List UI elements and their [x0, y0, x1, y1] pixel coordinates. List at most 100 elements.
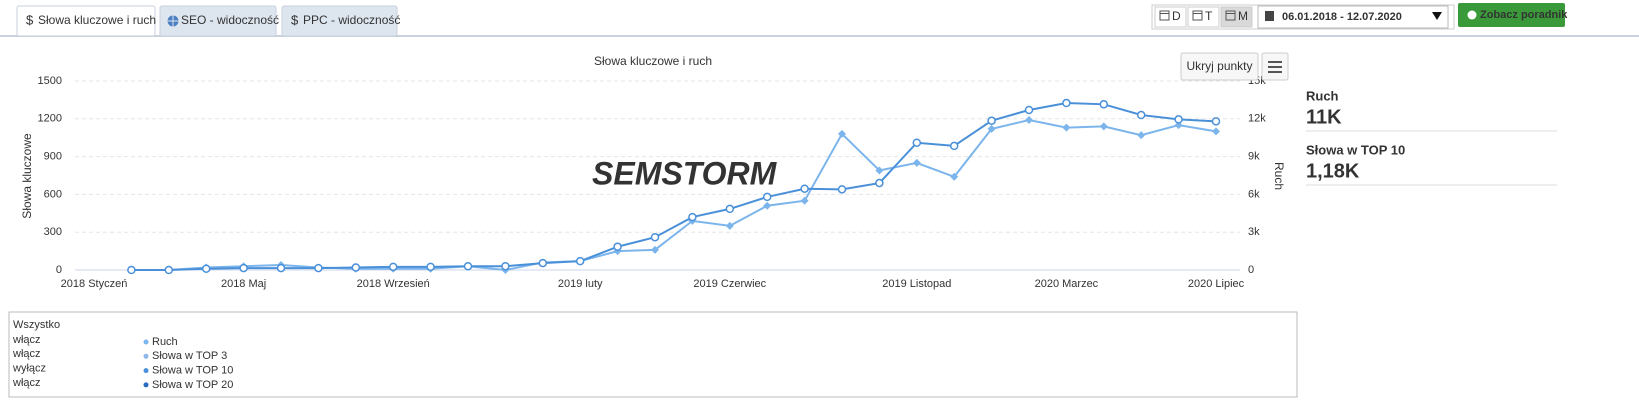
legend-dot [143, 339, 149, 345]
point-marker [1174, 115, 1183, 124]
point-marker [1099, 100, 1109, 109]
legend-toggle[interactable]: włącz [12, 334, 41, 346]
period-button[interactable] [1154, 6, 1187, 28]
y-tick-label: 1200 [38, 113, 62, 125]
legend-panel [8, 311, 1298, 398]
point-marker [426, 262, 435, 272]
legend-item[interactable]: Słowa w TOP 10 [152, 365, 233, 377]
point-marker [987, 116, 996, 125]
calendar-icon [1192, 10, 1203, 21]
point-marker [1099, 122, 1108, 131]
dropdown-arrow [1432, 12, 1442, 20]
legend-item[interactable]: Ruch [152, 336, 178, 348]
point-marker [688, 212, 697, 222]
point-marker [762, 192, 772, 202]
calendar-icon [1265, 11, 1274, 21]
point-marker [837, 185, 847, 194]
point-marker [912, 158, 921, 167]
point-marker [201, 264, 211, 273]
point-marker [838, 129, 846, 138]
calendar-icon [1159, 10, 1170, 21]
point-marker [314, 263, 323, 273]
globe-lines [167, 15, 179, 27]
point-marker [987, 124, 996, 133]
date-range-select[interactable] [1257, 5, 1449, 29]
legend-toggle[interactable]: włącz [12, 377, 41, 389]
period-button[interactable] [1187, 6, 1220, 28]
period-label: D [1172, 9, 1181, 23]
legend-toggle[interactable]: włącz [12, 348, 41, 360]
guide-icon [1467, 10, 1477, 20]
point-marker [127, 265, 136, 275]
point-marker [463, 261, 473, 271]
point-marker [388, 262, 398, 272]
hide-points-button[interactable] [1180, 52, 1259, 81]
point-marker [1136, 110, 1146, 120]
point-marker [538, 258, 548, 268]
point-marker [912, 138, 922, 147]
watermark: SEMSTORM [592, 155, 778, 191]
legend-all[interactable]: Wszystko [13, 319, 60, 331]
point-marker [800, 184, 809, 193]
point-marker [1062, 123, 1071, 132]
y-axis-title: Słowa kluczowe [20, 133, 34, 219]
y2-tick-label: 6k [1248, 188, 1260, 200]
point-marker [950, 172, 959, 181]
x-tick-label: 2020 Lipiec [1188, 278, 1245, 290]
x-tick-label: 2018 Styczeń [61, 278, 128, 290]
guide-button-label: Zobacz poradnik [1480, 9, 1568, 21]
series-line [131, 102, 1217, 271]
tab[interactable] [159, 5, 277, 37]
point-marker [875, 166, 884, 175]
point-marker [501, 261, 510, 271]
point-marker [1137, 131, 1146, 140]
y2-axis-title: Ruch [1272, 162, 1286, 190]
tab-label: PPC - widoczność [303, 13, 400, 27]
period-button[interactable] [1220, 6, 1253, 28]
point-marker [575, 256, 585, 266]
hide-points-label: Ukryj punkty [1186, 59, 1252, 73]
x-tick-label: 2018 Wrzesień [357, 278, 430, 290]
point-marker [650, 232, 660, 242]
y-tick-label: 900 [44, 151, 62, 163]
point-marker [1062, 98, 1071, 108]
point-marker [276, 263, 286, 273]
point-marker [1212, 127, 1220, 136]
tab-label: SEO - widoczność [181, 13, 279, 27]
summary-label: Ruch [1306, 88, 1339, 103]
tab[interactable] [16, 5, 156, 37]
y-tick-label: 0 [56, 264, 62, 276]
x-tick-label: 2019 Listopad [882, 278, 951, 290]
legend-toggle[interactable]: wyłącz [12, 363, 46, 375]
point-marker [1211, 117, 1221, 126]
point-marker [164, 265, 174, 275]
tab-icon: $ [291, 12, 299, 27]
date-range: 06.01.2018 - 12.07.2020 [1282, 11, 1402, 23]
calendar-icon [1225, 10, 1236, 21]
y2-tick-label: 12k [1248, 113, 1266, 125]
point-marker [725, 204, 735, 214]
chart-title: Słowa kluczowe i ruch [594, 54, 712, 68]
legend-item[interactable]: Słowa w TOP 20 [152, 379, 233, 391]
point-marker [613, 242, 622, 251]
x-tick-label: 2019 Czerwiec [693, 278, 766, 290]
summary-value: 11K [1306, 106, 1342, 128]
period-label: T [1205, 9, 1213, 23]
x-tick-label: 2020 Marzec [1035, 278, 1099, 290]
y2-tick-label: 3k [1248, 226, 1260, 238]
menu-icon [1268, 61, 1282, 73]
y2-tick-label: 0 [1248, 264, 1254, 276]
legend-item[interactable]: Słowa w TOP 3 [152, 350, 227, 362]
point-marker [725, 221, 734, 230]
period-label: M [1238, 9, 1248, 23]
x-tick-label: 2018 Maj [221, 278, 266, 290]
y-tick-label: 600 [44, 188, 62, 200]
x-tick-label: 2019 luty [558, 278, 603, 290]
point-marker [351, 263, 361, 272]
guide-button[interactable] [1458, 3, 1565, 27]
legend-dot [143, 353, 149, 359]
tab[interactable] [281, 5, 398, 37]
y-tick-label: 1500 [38, 75, 62, 87]
tab-icon: $ [26, 12, 34, 27]
